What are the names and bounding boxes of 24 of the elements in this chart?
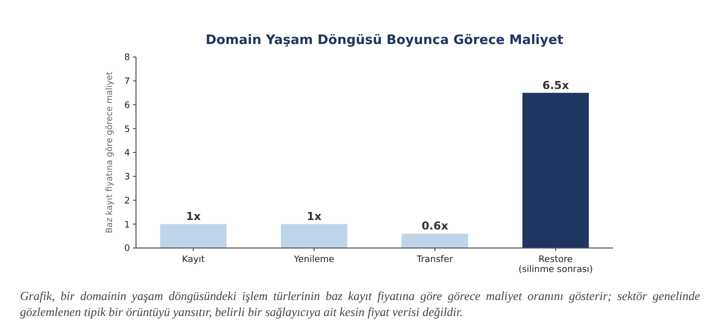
bar	[402, 234, 468, 248]
x-tick-label: Kayıt	[182, 255, 206, 265]
y-tick-label: 7	[124, 77, 130, 88]
y-tick-label: 2	[124, 196, 130, 206]
y-tick-label: 1	[124, 220, 130, 230]
x-tick-label: Yenileme	[292, 255, 335, 265]
bar	[160, 224, 227, 248]
y-tick-label: 3	[124, 172, 130, 183]
data-label: 0.6x	[422, 220, 448, 233]
y-tick-label: 8	[124, 53, 130, 64]
bar	[280, 224, 348, 248]
y-axis-title: Baz kayıt fiyatına göre görece maliyet	[105, 71, 115, 234]
y-tick-label: 6	[124, 100, 130, 111]
y-tick-label: 4	[124, 148, 130, 159]
text: Grafik, bir domainin yaşam döngüsündeki işlem türlerinin baz kayıt fiyatına göre görece maliyet oranını gösterir; sektör genelinde gözlemlenen tipik bir örüntüyü yansıtır, belirli bir sağlayıcıya ait kesin fiyat verisi değildir.	[20, 288, 700, 320]
x-tick-label: Transfer	[416, 255, 454, 265]
x-tick-label: Restore (silinme sonrası)	[518, 255, 593, 275]
y-tick-label: 0	[124, 244, 130, 254]
data-label: 1x	[306, 210, 322, 224]
data-label: 1x	[186, 210, 201, 224]
chart-title: Domain Yaşam Döngüsü Boyunca Görece Maliyet	[206, 33, 564, 48]
y-tick-label: 5	[124, 124, 130, 135]
bar	[522, 92, 589, 248]
data-label: 6.5x	[542, 78, 569, 92]
